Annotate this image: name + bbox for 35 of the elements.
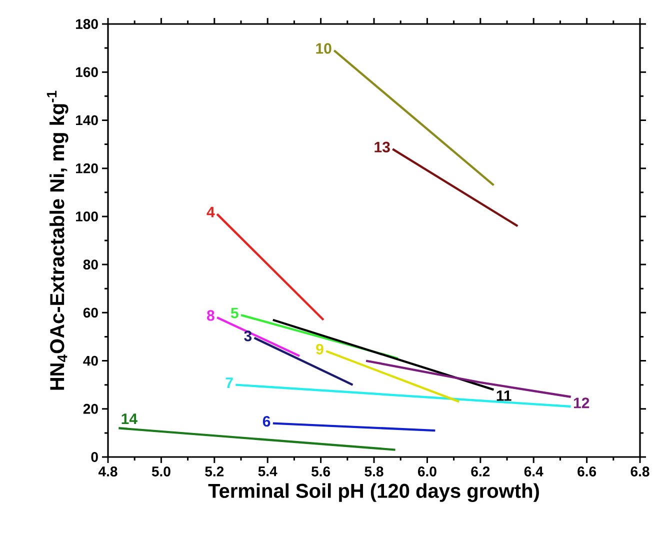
annotation: 9: [316, 344, 324, 354]
y-tick-label: 60: [83, 308, 98, 318]
annotation: 4: [206, 206, 215, 218]
x-tick-label: 5.2: [205, 466, 224, 476]
annotation: 14: [122, 414, 138, 424]
x-tick-label: 6.2: [471, 466, 490, 476]
x-tick-label: 5.8: [364, 466, 384, 476]
y-tick-label: 20: [83, 404, 98, 414]
y-tick-label: 120: [76, 163, 98, 174]
annotation: 13: [374, 142, 390, 152]
annotation: 5: [230, 308, 238, 318]
y-tick-label: 0: [91, 452, 98, 462]
y-axis-title: HN$_{4}$OAc-Extractable Ni, mg kg$^{-1}$: [46, 90, 68, 390]
y-tick-label: 180: [76, 19, 98, 29]
annotation: 7: [226, 378, 233, 388]
x-tick-label: 6.6: [578, 466, 596, 476]
annotation: 6: [262, 416, 270, 427]
annotation: 11: [496, 390, 512, 401]
x-tick-label: 6.8: [630, 466, 650, 476]
x-tick-label: 6.0: [418, 466, 436, 476]
annotation: 8: [206, 310, 214, 321]
annotation: 10: [316, 43, 332, 54]
x-tick-label: 6.4: [524, 466, 544, 476]
x-axis-title: Terminal Soil pH (120 days growth): [208, 483, 539, 502]
x-tick-label: 5.6: [312, 466, 330, 476]
annotation: 3: [244, 330, 252, 342]
annotation: 12: [574, 398, 590, 408]
y-tick-label: 160: [76, 67, 98, 78]
x-tick-label: 5.4: [258, 466, 278, 476]
x-tick-label: 5.0: [152, 466, 170, 476]
y-tick-label: 100: [76, 211, 98, 222]
y-tick-label: 140: [76, 115, 98, 126]
x-tick-label: 4.8: [98, 466, 118, 476]
y-tick-label: 80: [83, 260, 98, 270]
y-tick-label: 40: [83, 356, 98, 366]
